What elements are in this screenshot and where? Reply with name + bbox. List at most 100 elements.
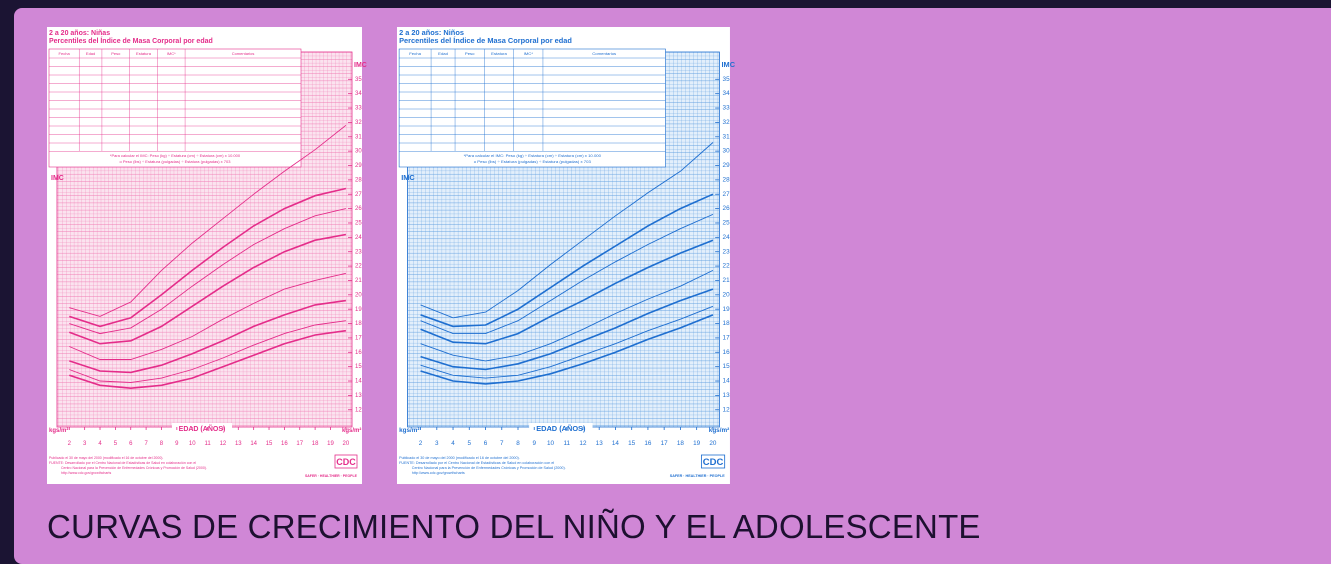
percentile-curve	[420, 193, 714, 328]
table-header: IMC*	[524, 51, 534, 56]
y-tick-label: 14	[355, 379, 362, 385]
footer-text: Centro Nacional para la Prevención de En…	[61, 466, 207, 470]
x-axis-label-box	[529, 423, 593, 433]
y-tick-label: 13	[355, 393, 362, 399]
bmi-formula-note: *Para calcular el IMC: Peso (kg) ÷ Estat…	[464, 153, 602, 158]
x-tick-label: 14	[612, 440, 620, 447]
y-axis-label: IMC	[51, 175, 64, 182]
y-tick-label: 31	[355, 134, 362, 140]
percentile-curve	[420, 288, 714, 371]
y-tick-label: 17	[723, 335, 731, 342]
y-tick-label: 26	[355, 206, 362, 212]
x-tick-label: 13	[596, 440, 604, 447]
x-tick-label: 4	[98, 441, 102, 447]
y-tick-label: 22	[355, 264, 362, 270]
percentile-curve	[420, 314, 714, 385]
unit-label: kgs/m²	[399, 427, 419, 434]
x-tick-label: 3	[435, 440, 439, 447]
y-tick-label: 32	[723, 119, 731, 126]
x-tick-label: 3	[83, 441, 87, 447]
y-tick-label: 24	[355, 235, 362, 241]
percentile-curve	[420, 213, 714, 335]
table-header: Peso	[111, 51, 121, 56]
y-tick-label: 30	[723, 148, 731, 155]
chart-subtitle: Percentiles del Índice de Masa Corporal …	[49, 36, 213, 45]
x-tick-label: 4	[451, 440, 455, 447]
y-axis-label: IMC	[354, 62, 367, 69]
y-tick-label: 22	[723, 263, 731, 270]
footer-text: http://www.cdc.gov/growthcharts	[412, 471, 465, 475]
x-tick-label: 10	[189, 441, 196, 447]
x-tick-label: 17	[661, 440, 669, 447]
x-tick-label: 20	[343, 441, 350, 447]
y-axis-label: IMC	[401, 173, 415, 182]
percentile-curve	[69, 272, 347, 360]
table-header: Comentarios	[592, 51, 616, 56]
percentile-curve	[69, 187, 347, 328]
percentile-curve	[420, 142, 714, 319]
x-tick-label: 11	[563, 440, 570, 447]
y-tick-label: 15	[355, 364, 362, 370]
unit-label: kgs/m²	[49, 427, 68, 434]
y-tick-label: 19	[355, 307, 362, 313]
footer-text: Publicado el 30 de mayo del 2000 (modifi…	[49, 456, 163, 460]
table-header: Estatura	[491, 51, 507, 56]
y-tick-label: 19	[723, 306, 731, 313]
x-axis-label-box	[172, 423, 232, 433]
x-tick-label: 6	[129, 441, 133, 447]
x-tick-label: 8	[160, 441, 164, 447]
x-tick-label: 12	[579, 440, 587, 447]
y-tick-label: 16	[723, 349, 731, 356]
x-tick-label: 2	[419, 440, 423, 447]
y-tick-label: 20	[355, 292, 362, 298]
x-tick-label: 8	[516, 440, 520, 447]
x-tick-label: 18	[312, 441, 319, 447]
footer-text: http://www.cdc.gov/growthcharts	[61, 471, 111, 475]
x-tick-label: 14	[250, 441, 257, 447]
y-tick-label: 29	[355, 163, 362, 169]
footer-text: FUENTE: Desarrollado por el Centro Nacio…	[49, 461, 196, 465]
percentile-curve	[69, 124, 347, 317]
caption: CURVAS DE CRECIMIENTO DEL NIÑO Y EL ADOL…	[47, 508, 981, 545]
slogan: SAFER · HEALTHIER · PEOPLE	[670, 474, 726, 478]
percentile-curve	[69, 320, 346, 383]
x-tick-label: 13	[235, 441, 242, 447]
y-tick-label: 25	[723, 220, 731, 227]
y-tick-label: 14	[723, 378, 731, 385]
x-tick-label: 18	[677, 440, 685, 447]
chart-subtitle: Percentiles del Índice de Masa Corporal …	[399, 36, 572, 45]
table-header: Edad	[438, 51, 449, 56]
y-tick-label: 35	[355, 77, 362, 83]
y-tick-label: 18	[723, 320, 731, 327]
y-tick-label: 32	[355, 120, 362, 126]
percentile-curve	[420, 305, 714, 379]
x-tick-label: 10	[547, 440, 555, 447]
percentile-curve	[69, 299, 347, 374]
y-tick-label: 28	[723, 177, 731, 184]
table-header: Fecha	[59, 51, 71, 56]
x-tick-label: 19	[693, 440, 701, 447]
y-tick-label: 21	[355, 278, 362, 284]
x-tick-label: 12	[220, 441, 227, 447]
chart-title: 2 a 20 años: Niños	[399, 28, 464, 37]
percentile-curve	[420, 269, 714, 362]
slogan: SAFER · HEALTHIER · PEOPLE	[305, 474, 358, 478]
x-tick-label: 7	[144, 441, 148, 447]
y-tick-label: 17	[355, 335, 362, 341]
x-tick-label: 19	[327, 441, 334, 447]
y-tick-label: 12	[723, 406, 731, 413]
y-tick-label: 28	[355, 177, 362, 183]
y-tick-label: 33	[355, 106, 362, 112]
bmi-formula-note: o Peso (lbs) ÷ Estatura (pulgadas) ÷ Est…	[120, 159, 232, 164]
table-header: Peso	[465, 51, 475, 56]
x-tick-label: 6	[484, 440, 488, 447]
x-tick-label: 20	[709, 440, 717, 447]
table-header: IMC*	[167, 51, 176, 56]
x-tick-label: 15	[628, 440, 636, 447]
x-tick-label: 16	[644, 440, 652, 447]
table-header: Estatura	[136, 51, 152, 56]
record-table	[398, 48, 666, 168]
logo-box	[700, 454, 726, 469]
